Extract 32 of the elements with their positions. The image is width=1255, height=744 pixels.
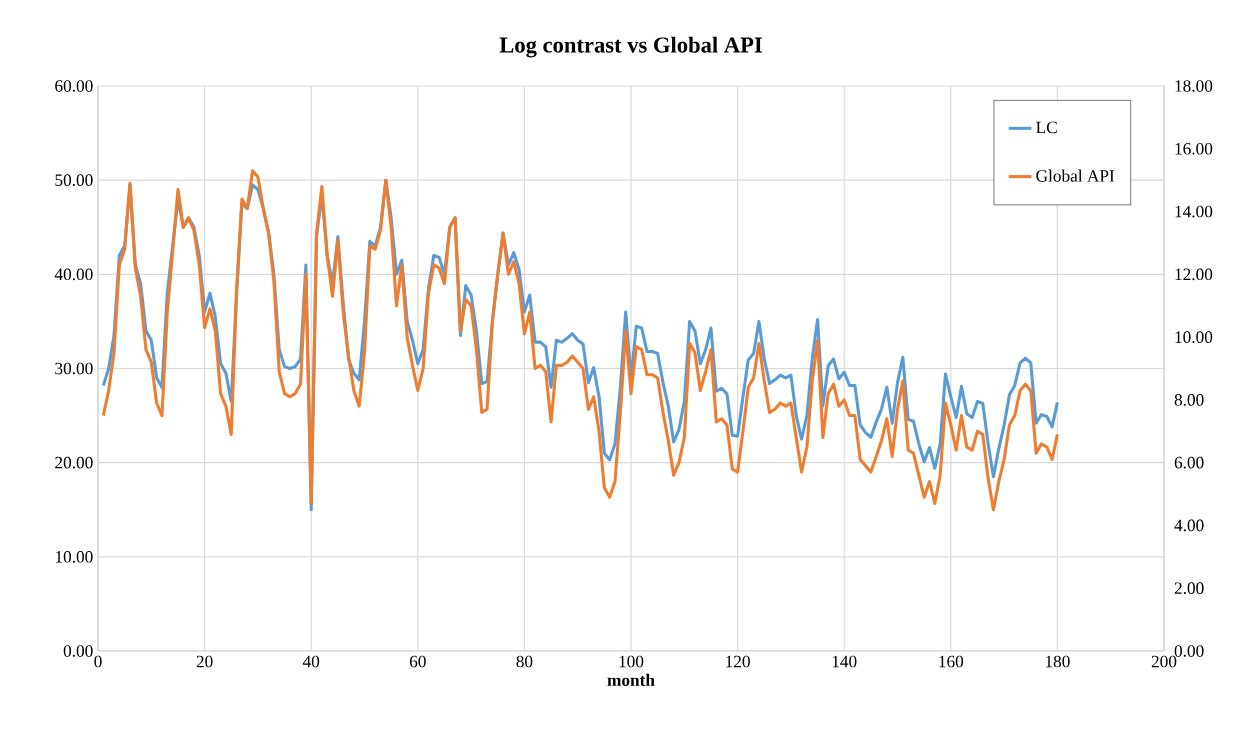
- x-tick-label: 20: [196, 655, 213, 668]
- x-tick-label: 160: [939, 655, 964, 668]
- x-tick-label: 200: [1151, 655, 1177, 668]
- y-tick-label: 20.00: [55, 456, 93, 469]
- y2-tick-label: 8.00: [1174, 394, 1204, 406]
- y-tick-label: 40.00: [54, 268, 93, 281]
- y-tick-label: 60.00: [55, 80, 93, 92]
- y-tick-label: 0.00: [63, 645, 93, 657]
- y2-tick-label: 10.00: [1175, 331, 1213, 343]
- x-tick-label: 140: [832, 655, 857, 668]
- x-tick-label: 0: [94, 655, 102, 668]
- y2-tick-label: 2.00: [1174, 582, 1204, 595]
- x-tick-label: 180: [1045, 655, 1070, 668]
- legend-label: Global API: [1036, 169, 1115, 182]
- x-tick-label: 40: [302, 655, 320, 668]
- x-tick-label: 80: [516, 655, 533, 668]
- y2-tick-label: 16.00: [1175, 142, 1213, 155]
- y-tick-label: 50.00: [55, 174, 93, 187]
- y2-tick-label: 6.00: [1174, 456, 1204, 469]
- y2-tick-label: 0.00: [1174, 645, 1204, 657]
- x-tick-label: 100: [619, 655, 644, 668]
- y2-tick-label: 12.00: [1175, 268, 1213, 281]
- legend-label: LC: [1036, 121, 1057, 134]
- x-tick-label: 120: [726, 655, 750, 668]
- chart-title: Log contrast vs Global API: [499, 36, 762, 58]
- x-axis-title: month: [607, 673, 655, 686]
- y2-tick-label: 14.00: [1175, 205, 1213, 218]
- y2-tick-label: 18.00: [1175, 80, 1213, 92]
- x-tick-label: 60: [409, 655, 426, 668]
- y-tick-label: 10.00: [55, 550, 93, 563]
- y2-tick-label: 4.00: [1174, 519, 1204, 532]
- y-tick-label: 30.00: [55, 362, 93, 375]
